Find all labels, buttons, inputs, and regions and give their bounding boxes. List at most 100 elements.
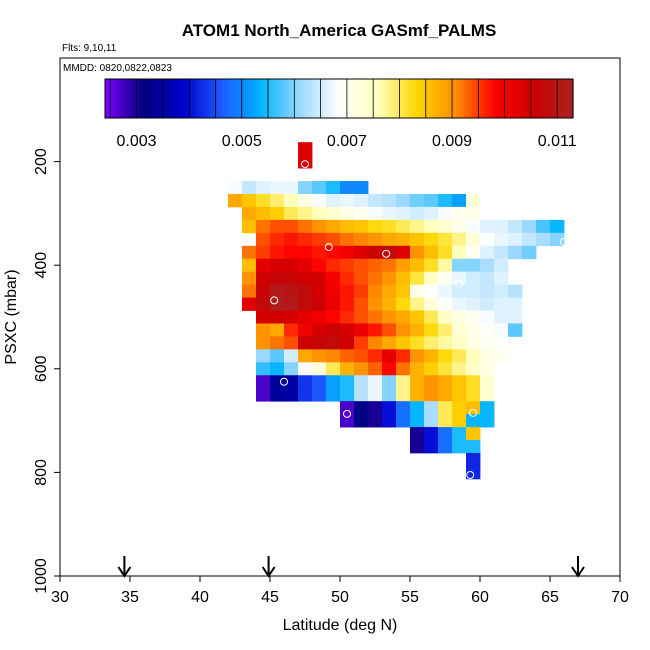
heatmap-cell [438,427,453,441]
heatmap-cell [270,323,285,337]
colorbar-segment [171,79,176,118]
heatmap-cell [326,206,341,221]
heatmap-cell [270,232,285,247]
heatmap-cell [354,362,369,376]
colorbar-segment [222,79,227,118]
heatmap-cell [396,193,411,208]
chart-title: ATOM1 North_America GASmf_PALMS [182,21,497,40]
colorbar-segment [487,79,492,118]
heatmap-cell [424,375,439,389]
heatmap-cell [382,271,397,286]
heatmap-cell [284,245,299,260]
heatmap-cell [480,219,495,234]
heatmap-cell [256,336,271,350]
heatmap-cell [396,219,411,234]
heatmap-cell [242,271,257,286]
colorbar-segment [514,79,519,118]
colorbar-segment [405,79,410,118]
heatmap-cell [340,271,355,286]
heatmap-cell [312,336,327,350]
colorbar-segment [432,79,438,118]
y-tick-label: 800 [33,459,50,486]
heatmap-cell [368,245,383,260]
heatmap-cell [354,284,369,298]
heatmap-cell [354,258,369,273]
colorbar-segment [534,79,539,118]
colorbar-segment [498,79,504,118]
heatmap-cell [452,284,467,298]
heatmap-cell [340,414,355,428]
colorbar-segment [526,79,531,118]
heatmap-cell [298,219,313,234]
heatmap-cell [410,310,425,324]
heatmap-cell [382,388,397,402]
heatmap-cell [452,323,467,337]
heatmap-cell [312,375,327,389]
colorbar-segment [198,79,204,118]
colorbar-segment [116,79,122,118]
colorbar-segment [530,79,535,118]
colorbar-segment [467,79,473,118]
heatmap-cell [452,232,467,247]
heatmap-cell [354,414,369,428]
heatmap-cell [256,284,271,298]
y-tick-label: 200 [33,148,50,175]
heatmap-cell [354,310,369,324]
colorbar-segment [120,79,126,118]
heatmap-cell [284,232,299,247]
heatmap-cell [466,245,481,260]
colorbar-segment [179,79,184,118]
heatmap-cell [466,427,481,441]
heatmap-cell [452,219,467,234]
heatmap-cell [382,336,397,350]
colorbar-segment [183,79,188,118]
heatmap-cell [480,310,495,324]
heatmap-cell [452,245,467,260]
heatmap-cell [298,349,313,363]
heatmap-cell [298,181,313,195]
heatmap-cell [480,258,495,273]
colorbar-segment [163,79,168,118]
heatmap-cell [326,284,341,298]
heatmap-cell [410,297,425,311]
heatmap-cell [368,362,383,376]
heatmap-cell [508,310,523,324]
heatmap-cell [466,284,481,298]
colorbar-segment [537,79,543,118]
heatmap-cell [326,245,341,260]
heatmap-cell [298,362,313,376]
heatmap-cell [284,362,299,376]
heatmap-cell [228,181,243,195]
heatmap-cell [410,375,425,389]
heatmap-cell [270,219,285,234]
heatmap-cell [270,388,285,402]
colorbar-segment [210,79,215,118]
heatmap-cell [298,284,313,298]
heatmap-cell [326,310,341,324]
heatmap-cell [494,245,509,260]
heatmap-cell [382,206,397,221]
heatmap-cell [480,414,495,428]
colorbar-segment [409,79,414,118]
heatmap-cell [270,258,285,273]
heatmap-cell [284,284,299,298]
heatmap-cell [396,362,411,376]
heatmap-cell [452,193,467,208]
colorbar-segment [190,79,196,118]
colorbar-segment [553,79,558,118]
heatmap-cell [438,375,453,389]
colorbar-segment [233,79,239,118]
sample-marker [560,237,568,246]
colorbar-segment [167,79,172,118]
heatmap-cell [298,258,313,273]
colorbar-segment [401,79,406,118]
colorbar-segment [288,79,293,118]
heatmap-cell [312,219,327,234]
heatmap-cell [368,219,383,234]
heatmap-cell [480,362,495,376]
heatmap-cell [452,427,467,441]
colorbar-segment [436,79,441,118]
colorbar-segment [140,79,145,118]
colorbar-tick-label: 0.005 [222,133,262,150]
colorbar-segment [545,79,551,118]
